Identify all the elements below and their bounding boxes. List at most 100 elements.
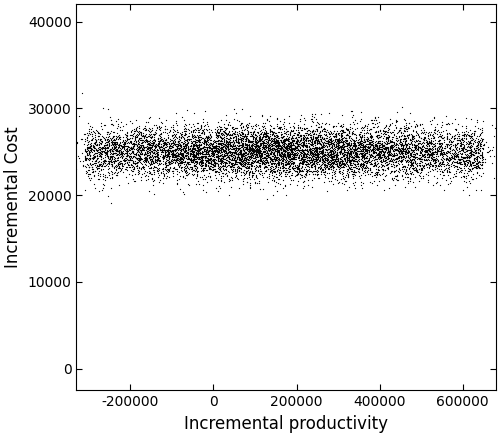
Point bbox=[64, 135, 72, 142]
Point bbox=[177, 138, 185, 145]
Point bbox=[454, 150, 462, 157]
Point bbox=[296, 151, 304, 158]
Point bbox=[294, 145, 302, 152]
Point bbox=[328, 162, 336, 169]
Point bbox=[103, 153, 111, 160]
Point bbox=[201, 164, 209, 171]
Point bbox=[328, 151, 336, 158]
Point bbox=[467, 167, 475, 174]
Point bbox=[203, 146, 211, 153]
Point bbox=[380, 125, 388, 132]
Point bbox=[150, 143, 158, 150]
Point bbox=[240, 160, 248, 167]
Point bbox=[392, 146, 400, 153]
Point bbox=[228, 145, 235, 152]
Point bbox=[270, 165, 278, 172]
Point bbox=[352, 146, 360, 153]
Point bbox=[296, 163, 304, 170]
Point bbox=[440, 138, 448, 145]
Point bbox=[264, 142, 272, 149]
Point bbox=[266, 151, 274, 158]
Point bbox=[268, 137, 276, 144]
Point bbox=[353, 159, 361, 166]
Point bbox=[222, 134, 230, 141]
Point bbox=[238, 162, 246, 169]
Point bbox=[211, 160, 219, 166]
Point bbox=[287, 146, 295, 153]
Point bbox=[99, 133, 107, 140]
Point bbox=[478, 161, 486, 168]
Point bbox=[424, 139, 432, 146]
Point bbox=[396, 164, 404, 171]
Point bbox=[172, 149, 180, 156]
Point bbox=[455, 134, 463, 141]
Point bbox=[268, 160, 276, 166]
Point bbox=[290, 140, 298, 147]
Point bbox=[270, 144, 278, 151]
Point bbox=[241, 131, 249, 138]
Point bbox=[154, 132, 162, 139]
Point bbox=[368, 168, 376, 175]
Point bbox=[440, 163, 448, 170]
Point bbox=[218, 148, 226, 155]
Point bbox=[160, 172, 168, 179]
Point bbox=[293, 136, 301, 143]
Point bbox=[337, 122, 345, 129]
Point bbox=[334, 146, 342, 153]
Point bbox=[412, 121, 420, 128]
Point bbox=[188, 140, 196, 147]
Point bbox=[431, 157, 439, 164]
Point bbox=[318, 126, 326, 133]
Point bbox=[225, 158, 233, 165]
Point bbox=[208, 152, 216, 159]
Point bbox=[292, 151, 300, 158]
Point bbox=[362, 136, 370, 143]
Point bbox=[476, 172, 484, 179]
Point bbox=[252, 161, 260, 168]
Point bbox=[192, 158, 200, 165]
Point bbox=[290, 153, 298, 160]
Point bbox=[190, 155, 198, 162]
Point bbox=[441, 143, 449, 150]
Point bbox=[368, 149, 376, 156]
Point bbox=[304, 163, 312, 170]
Point bbox=[200, 138, 208, 145]
Point bbox=[388, 149, 396, 156]
Point bbox=[170, 156, 177, 163]
Point bbox=[382, 157, 390, 164]
Point bbox=[334, 140, 342, 147]
Point bbox=[200, 139, 208, 146]
Point bbox=[256, 131, 264, 138]
Point bbox=[277, 153, 285, 160]
Point bbox=[260, 151, 268, 158]
Point bbox=[290, 125, 298, 132]
Point bbox=[146, 142, 154, 149]
Point bbox=[338, 169, 346, 176]
Point bbox=[283, 137, 291, 144]
Point bbox=[309, 161, 317, 168]
Point bbox=[302, 172, 310, 179]
Point bbox=[94, 165, 102, 172]
Point bbox=[69, 136, 77, 143]
Point bbox=[64, 132, 72, 139]
Point bbox=[354, 161, 362, 168]
Point bbox=[196, 150, 203, 157]
Point bbox=[114, 148, 122, 155]
Point bbox=[244, 163, 252, 170]
Point bbox=[320, 151, 328, 158]
Point bbox=[289, 161, 297, 168]
Point bbox=[285, 134, 293, 141]
Point bbox=[272, 146, 280, 153]
Point bbox=[108, 141, 116, 148]
Point bbox=[292, 143, 300, 150]
Point bbox=[205, 129, 213, 136]
Point bbox=[224, 148, 232, 155]
Point bbox=[389, 155, 397, 162]
Point bbox=[436, 130, 444, 137]
Point bbox=[369, 119, 377, 126]
Point bbox=[444, 131, 452, 138]
Point bbox=[350, 129, 358, 136]
Point bbox=[441, 166, 449, 173]
Point bbox=[326, 139, 334, 146]
Point bbox=[150, 147, 158, 154]
